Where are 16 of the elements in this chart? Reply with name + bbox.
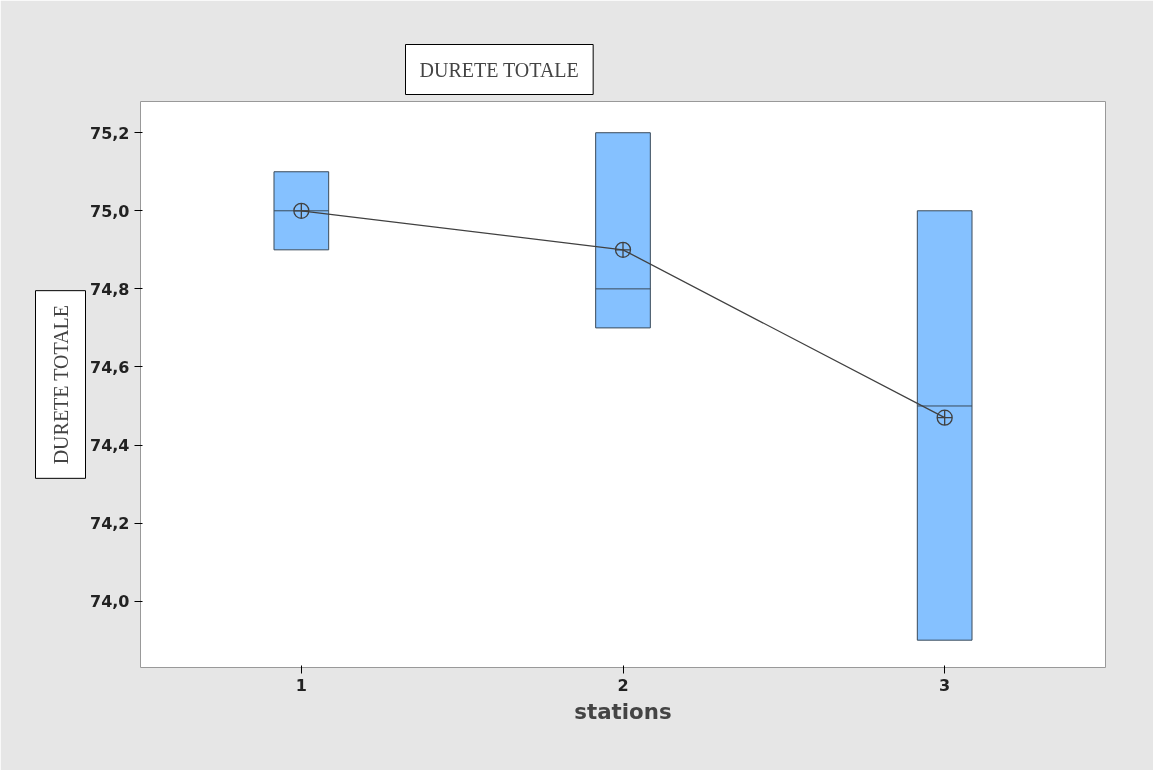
y-tick-label: 74,0 bbox=[90, 592, 130, 612]
y-tick-label: 75,2 bbox=[90, 123, 130, 143]
point bbox=[614, 241, 632, 258]
x-axis-title: stations bbox=[574, 698, 672, 724]
y-tick-label: 75,0 bbox=[90, 201, 130, 221]
y-tick-label: 74,4 bbox=[90, 436, 130, 455]
point bbox=[936, 409, 953, 426]
y-tick-label: 74,8 bbox=[90, 279, 130, 299]
x-tick-label: 1 bbox=[295, 675, 307, 695]
x-tick-label: 2 bbox=[617, 675, 629, 695]
y-tick-label: 74,2 bbox=[90, 514, 130, 534]
chart-title: DURETE TOTALE bbox=[419, 58, 579, 81]
point bbox=[293, 202, 310, 219]
x-tick-label: 3 bbox=[939, 675, 951, 695]
y-tick-label: 74,6 bbox=[90, 357, 130, 377]
y-axis-title: DURETE TOTALE bbox=[49, 305, 72, 465]
